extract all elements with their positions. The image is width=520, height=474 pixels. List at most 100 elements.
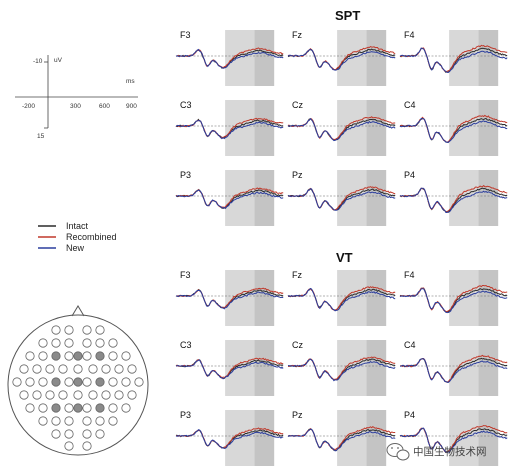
electrode	[73, 390, 83, 400]
panel-vt-c4: C4	[399, 340, 508, 396]
panel-vt-pz: Pz	[287, 410, 396, 466]
shaded-window	[337, 100, 367, 156]
electrode	[121, 377, 131, 387]
electrode	[38, 351, 48, 361]
electrode	[134, 377, 144, 387]
shaded-window	[478, 30, 499, 86]
panel-spt-f3: F3	[175, 30, 284, 86]
electrode	[38, 338, 48, 348]
scale-y-bottom: 15	[37, 133, 45, 140]
electrode	[95, 338, 105, 348]
group-title-vt: VT	[336, 250, 353, 265]
shaded-window	[478, 340, 499, 396]
legend-item-intact: Intact	[38, 221, 89, 231]
shaded-window	[254, 340, 275, 396]
electrode	[58, 390, 68, 400]
panel-vt-c3: C3	[175, 340, 284, 396]
panel-label: F3	[180, 30, 191, 40]
shaded-window	[254, 270, 275, 326]
panel-label: C4	[404, 100, 416, 110]
scale-y-top: -10	[33, 58, 43, 65]
legend-label-recombined: Recombined	[66, 232, 117, 242]
panel-label: Cz	[292, 340, 303, 350]
shaded-window	[225, 100, 255, 156]
panel-label: F3	[180, 270, 191, 280]
series-line-new	[175, 429, 284, 450]
series-line-new	[399, 187, 508, 213]
legend-label-new: New	[66, 243, 85, 253]
electrode	[82, 429, 92, 439]
electrode	[101, 390, 111, 400]
shaded-window	[254, 30, 275, 86]
electrode-highlighted	[51, 403, 61, 413]
electrode	[32, 364, 42, 374]
scale-x-tick-1: 300	[70, 103, 81, 110]
electrode	[121, 351, 131, 361]
electrode	[58, 364, 68, 374]
erp-panels: F3 Fz F4 C3 Cz C4 P3 Pz P4 F3 Fz F4 C3 Cz C4 P3 Pz P4	[175, 30, 508, 466]
electrode	[88, 390, 98, 400]
shaded-window	[366, 170, 387, 226]
electrode	[82, 416, 92, 426]
electrode	[108, 338, 118, 348]
electrode	[73, 364, 83, 374]
panel-spt-c3: C3	[175, 100, 284, 156]
electrode	[64, 416, 74, 426]
series-line-new	[399, 427, 508, 454]
electrode	[101, 364, 111, 374]
shaded-window	[254, 100, 275, 156]
electrode	[82, 325, 92, 335]
series-line-new	[399, 47, 508, 74]
legend-label-intact: Intact	[66, 221, 89, 231]
scale-x-tick-3: 900	[126, 103, 137, 110]
electrode	[114, 364, 124, 374]
series-line-new	[287, 287, 396, 312]
panel-label: F4	[404, 30, 415, 40]
panel-label: P3	[180, 170, 191, 180]
shaded-window	[254, 170, 275, 226]
electrode	[82, 441, 92, 451]
electrode	[114, 390, 124, 400]
series-line-new	[287, 117, 396, 142]
wechat-icon	[386, 443, 410, 461]
panel-label: Fz	[292, 270, 302, 280]
series-line-new	[175, 289, 284, 310]
scale-x-unit: ms	[126, 78, 135, 85]
electrode	[121, 403, 131, 413]
electrode	[127, 364, 137, 374]
panel-vt-cz: Cz	[287, 340, 396, 396]
series-line-new	[399, 288, 508, 314]
series-line-new	[175, 189, 284, 210]
series-line-new	[175, 359, 284, 380]
panel-spt-pz: Pz	[287, 170, 396, 226]
panel-spt-fz: Fz	[287, 30, 396, 86]
panel-label: P4	[404, 170, 415, 180]
panel-vt-f3: F3	[175, 270, 284, 326]
shaded-window	[254, 410, 275, 466]
panel-vt-fz: Fz	[287, 270, 396, 326]
electrode	[19, 364, 29, 374]
panel-vt-f4: F4	[399, 270, 508, 326]
electrode	[32, 390, 42, 400]
panel-label: Cz	[292, 100, 303, 110]
panel-label: Pz	[292, 410, 303, 420]
electrode	[82, 377, 92, 387]
series-line-new	[399, 358, 508, 384]
panel-vt-p4: P4	[399, 410, 508, 466]
panel-label: Fz	[292, 30, 302, 40]
series-line-new	[175, 119, 284, 140]
electrode	[38, 403, 48, 413]
panel-label: C3	[180, 100, 192, 110]
shaded-window	[478, 410, 499, 466]
electrode-highlighted	[73, 403, 83, 413]
electrode	[64, 441, 74, 451]
electrode	[108, 403, 118, 413]
panel-label: C3	[180, 340, 192, 350]
electrode-highlighted	[95, 351, 105, 361]
electrode	[95, 325, 105, 335]
electrode	[127, 390, 137, 400]
electrode	[51, 325, 61, 335]
scale-bar: uV -10 15 ms -200 300 600 900	[15, 55, 138, 140]
scale-y-unit: uV	[54, 57, 63, 64]
